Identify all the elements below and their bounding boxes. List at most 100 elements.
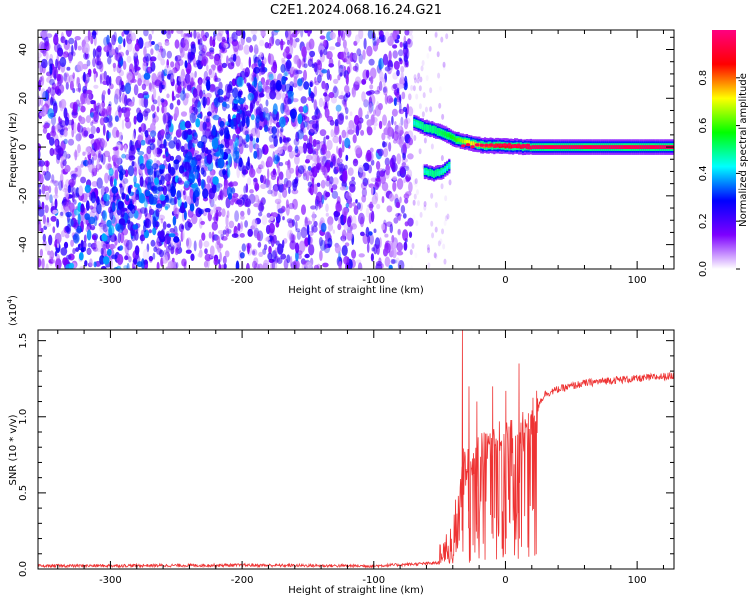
noise-blob (374, 182, 379, 190)
noise-blob (295, 165, 299, 177)
spectrogram-y-tick-label: -40 (18, 236, 29, 252)
noise-blob (285, 168, 292, 180)
signal-ridge-cell (459, 138, 462, 143)
signal-ridge-cell (417, 122, 420, 127)
noise-blob (268, 179, 272, 192)
streak-blob (222, 168, 227, 176)
signal-ridge-cell (635, 145, 638, 149)
noise-blob (163, 80, 167, 91)
noise-blob (95, 240, 102, 253)
noise-blob (266, 179, 270, 186)
noise-blob (175, 262, 179, 269)
noise-blob (340, 30, 346, 41)
signal-ridge-cell (588, 145, 591, 149)
noise-blob (67, 138, 75, 146)
noise-blob (404, 75, 408, 88)
noise-blob (245, 183, 249, 194)
noise-blob (160, 50, 163, 56)
noise-blob (43, 185, 50, 192)
noise-blob (326, 68, 331, 81)
noise-blob (321, 155, 328, 167)
noise-blob (351, 86, 357, 98)
streak-blob (93, 261, 97, 268)
noise-blob (400, 65, 405, 73)
noise-blob (292, 198, 298, 210)
secondary-ridge (423, 158, 451, 182)
streak-blob (164, 196, 170, 203)
signal-ridge-cell (604, 145, 607, 149)
secondary-ridge-cell (438, 170, 441, 175)
noise-blob (193, 63, 198, 68)
noise-blob (44, 222, 52, 228)
noise-blob (44, 36, 49, 47)
noise-blob (82, 71, 86, 83)
noise-tail-blob (412, 214, 415, 220)
noise-blob (373, 228, 377, 234)
streak-blob (73, 233, 80, 244)
secondary-ridge-cell (442, 169, 445, 173)
noise-blob (160, 129, 165, 136)
noise-blob (372, 35, 377, 47)
noise-blob (251, 218, 258, 230)
noise-blob (362, 49, 366, 60)
noise-blob (256, 128, 260, 140)
noise-blob (405, 164, 409, 169)
streak-blob (297, 78, 303, 87)
noise-blob (294, 220, 298, 231)
noise-blob (335, 203, 343, 212)
noise-blob (213, 54, 220, 66)
noise-blob (244, 220, 249, 228)
streak-blob (152, 186, 158, 194)
noise-blob (206, 64, 209, 72)
noise-blob (63, 107, 68, 119)
noise-blob (360, 181, 368, 190)
streak-blob (149, 208, 155, 216)
streak-blob (145, 160, 152, 170)
streak-blob (205, 149, 212, 155)
noise-tail-blob (409, 139, 413, 146)
snr-y-scale-note: (x104) (6, 295, 19, 326)
noise-blob (370, 186, 374, 196)
noise-blob (289, 232, 293, 242)
noise-blob (137, 93, 145, 99)
streak-blob (177, 197, 182, 207)
noise-blob (303, 63, 308, 69)
streak-blob (190, 159, 196, 168)
noise-blob (185, 249, 192, 254)
noise-blob (56, 253, 61, 266)
noise-blob (347, 216, 352, 228)
noise-blob (392, 131, 399, 141)
noise-blob (356, 48, 362, 57)
noise-blob (400, 204, 406, 214)
noise-tail-blob (411, 242, 415, 249)
noise-blob (271, 212, 278, 218)
streak-blob (219, 129, 224, 137)
noise-blob (202, 56, 209, 65)
noise-blob (186, 68, 191, 74)
streak-blob (84, 213, 90, 221)
streak-blob (217, 157, 225, 169)
streak-blob (170, 185, 176, 198)
noise-blob (333, 78, 339, 84)
ridge-peak (497, 143, 503, 147)
noise-blob (162, 254, 169, 264)
streak-blob (137, 151, 145, 156)
noise-blob (395, 201, 401, 209)
noise-blob (180, 81, 185, 87)
noise-blob (253, 108, 257, 116)
noise-blob (85, 115, 91, 124)
streak-blob (259, 125, 263, 131)
noise-blob (40, 58, 48, 69)
noise-blob (44, 244, 51, 252)
noise-blob (41, 201, 45, 210)
noise-blob (84, 42, 90, 55)
streak-blob (212, 124, 217, 137)
noise-blob (38, 188, 42, 195)
streak-blob (197, 101, 202, 113)
noise-blob (183, 190, 186, 196)
streak-blob (256, 121, 260, 129)
noise-blob (217, 258, 221, 265)
noise-blob (144, 108, 151, 114)
noise-blob (394, 121, 397, 126)
signal-ridge-cell (592, 145, 595, 149)
